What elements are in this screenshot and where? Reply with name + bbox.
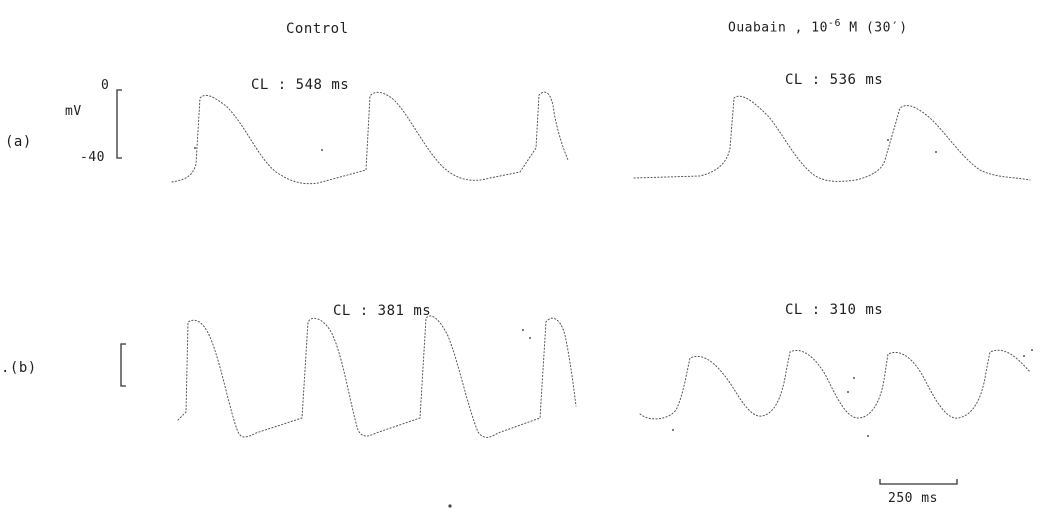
row-label-b: .(b) <box>1 360 37 376</box>
ouabain-heading-prefix: Ouabain , 10 <box>728 20 828 36</box>
row-label-a: (a) <box>5 134 32 150</box>
trace-artifacts <box>194 139 1033 437</box>
voltage-scale-bottom: -40 <box>80 150 105 165</box>
cl-label-b-ouabain: CL : 310 ms <box>785 302 884 318</box>
time-scale-bar <box>879 479 958 485</box>
cl-label-a-ouabain: CL : 536 ms <box>785 72 884 88</box>
ouabain-heading-exponent: -6 <box>827 18 841 29</box>
cl-label-b-control: CL : 381 ms <box>333 303 432 319</box>
voltage-scale-bar-b <box>120 343 126 387</box>
voltage-scale-top: 0 <box>101 78 110 93</box>
voltage-scale-unit: mV <box>65 104 82 119</box>
cl-label-a-control: CL : 548 ms <box>251 77 350 93</box>
time-scale-label: 250 ms <box>888 491 938 506</box>
stray-dot <box>448 504 452 508</box>
control-heading-text: Control <box>286 21 349 37</box>
ouabain-heading-suffix: M (30′) <box>840 20 908 36</box>
trace-b-control <box>177 315 577 438</box>
voltage-scale-bar-a <box>116 89 122 159</box>
column-heading-ouabain: Ouabain , 10-6 M (30′) <box>728 18 908 35</box>
trace-a-control <box>171 91 569 185</box>
trace-b-ouabain <box>639 349 1031 420</box>
trace-a-ouabain <box>633 95 1031 182</box>
column-heading-control: Control <box>286 21 349 37</box>
